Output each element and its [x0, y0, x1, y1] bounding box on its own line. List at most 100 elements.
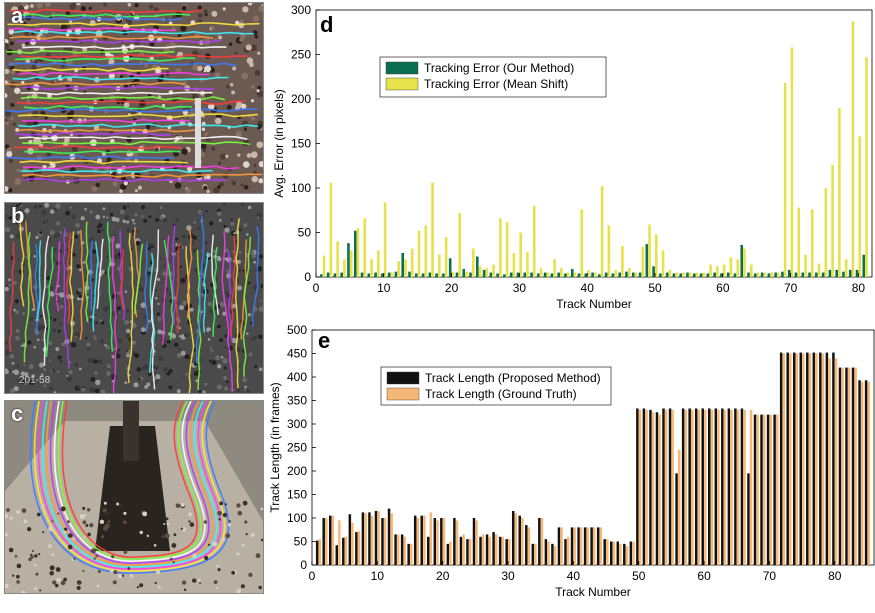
crowd-speck [115, 243, 121, 249]
crowd-speck [256, 216, 260, 219]
crowd-speck [37, 324, 44, 330]
bar-series2 [449, 541, 452, 565]
crowd-speck [225, 533, 231, 539]
bar-series2 [790, 47, 794, 277]
bar-series2 [356, 228, 360, 277]
bar-series2 [614, 269, 617, 277]
crowd-speck [180, 502, 185, 507]
crowd-speck [31, 110, 39, 118]
crowd-speck [119, 503, 123, 507]
trajectory-line [21, 118, 190, 123]
crowd-speck [260, 283, 263, 289]
bar-series1 [609, 541, 613, 565]
crowd-speck [146, 273, 151, 277]
crowd-image-b: 201-58 [5, 203, 263, 393]
crowd-speck [225, 154, 229, 158]
trajectory-line [12, 67, 169, 72]
crowd-speck [138, 377, 141, 381]
crowd-speck [16, 203, 20, 208]
crowd-speck [52, 580, 57, 585]
bar-series1 [668, 408, 672, 565]
bar-series1 [509, 272, 513, 277]
timestamp-stamp: 201-58 [19, 375, 51, 386]
crowd-speck [136, 585, 140, 589]
bar-series2 [677, 449, 681, 565]
crowd-speck [55, 347, 60, 352]
x-tick-label: 70 [784, 281, 798, 295]
crowd-speck [113, 253, 120, 260]
crowd-speck [20, 344, 24, 348]
bar-series1 [625, 271, 628, 277]
x-tick-label: 10 [371, 569, 385, 583]
crowd-speck [99, 319, 103, 323]
crowd-speck [192, 578, 197, 583]
bar-series2 [539, 268, 543, 277]
crowd-speck [181, 235, 186, 239]
crowd-speck [203, 176, 208, 180]
bar-series2 [599, 527, 603, 565]
chart-e-svg: 0 50 100 150 200 250 300 350 400 450 500 0 10 20 30 40 5… [268, 323, 875, 599]
bar-series2 [383, 518, 387, 565]
trajectory-line [22, 85, 215, 91]
crowd-speck [189, 307, 194, 312]
bar-series2 [834, 358, 838, 565]
crowd-speck [5, 68, 10, 75]
crowd-speck [244, 385, 247, 389]
bar-series1 [557, 272, 560, 277]
crowd-speck [210, 25, 215, 31]
crowd-speck [91, 278, 94, 281]
crowd-speck [246, 153, 252, 158]
bar-series2 [783, 82, 787, 277]
bar-series1 [792, 352, 796, 565]
crowd-speck [87, 346, 91, 350]
crowd-speck [197, 65, 203, 72]
crowd-speck [182, 300, 187, 306]
crowd-speck [204, 13, 208, 17]
crowd-speck [214, 117, 222, 125]
bar-series2 [553, 546, 557, 565]
bar-series1 [455, 272, 459, 277]
crowd-speck [82, 506, 86, 510]
crowd-speck [164, 205, 167, 208]
crowd-speck [95, 554, 98, 558]
crowd-speck [139, 51, 145, 57]
bar-series2 [808, 353, 812, 565]
bar-series2 [607, 225, 611, 277]
crowd-speck [155, 366, 159, 370]
crowd-speck [147, 267, 153, 272]
crowd-speck [56, 221, 61, 226]
crowd-speck [224, 257, 227, 261]
crowd-speck [12, 122, 17, 127]
crowd-speck [78, 294, 82, 298]
crowd-speck [250, 151, 258, 159]
crowd-speck [118, 349, 121, 352]
crowd-speck [139, 530, 143, 535]
bar-series2 [363, 218, 367, 277]
trajectory-line [202, 252, 209, 333]
crowd-speck [161, 104, 166, 108]
bar-series2 [824, 188, 828, 277]
crowd-speck [24, 31, 30, 37]
bar-series1 [815, 272, 818, 277]
crowd-speck [102, 508, 107, 513]
trajectory-line [89, 240, 94, 311]
crowd-speck [5, 340, 8, 345]
crowd-speck [34, 587, 38, 590]
trajectory-line [15, 131, 172, 137]
photo-panel-a: a [4, 2, 264, 194]
crowd-speck [13, 308, 16, 312]
crowd-speck [166, 339, 171, 344]
bar-series1 [779, 352, 783, 565]
bar-series1 [819, 352, 822, 565]
crowd-speck [129, 320, 133, 324]
bar-series2 [729, 257, 733, 277]
bar-series2 [762, 414, 766, 565]
crowd-speck [216, 384, 222, 390]
bar-series1 [848, 269, 852, 277]
crowd-speck [106, 364, 111, 369]
crowd-speck [224, 291, 229, 295]
crowd-speck [248, 352, 253, 357]
panel-label-b: b [11, 203, 25, 228]
crowd-speck [197, 226, 201, 230]
crowd-speck [147, 247, 151, 251]
